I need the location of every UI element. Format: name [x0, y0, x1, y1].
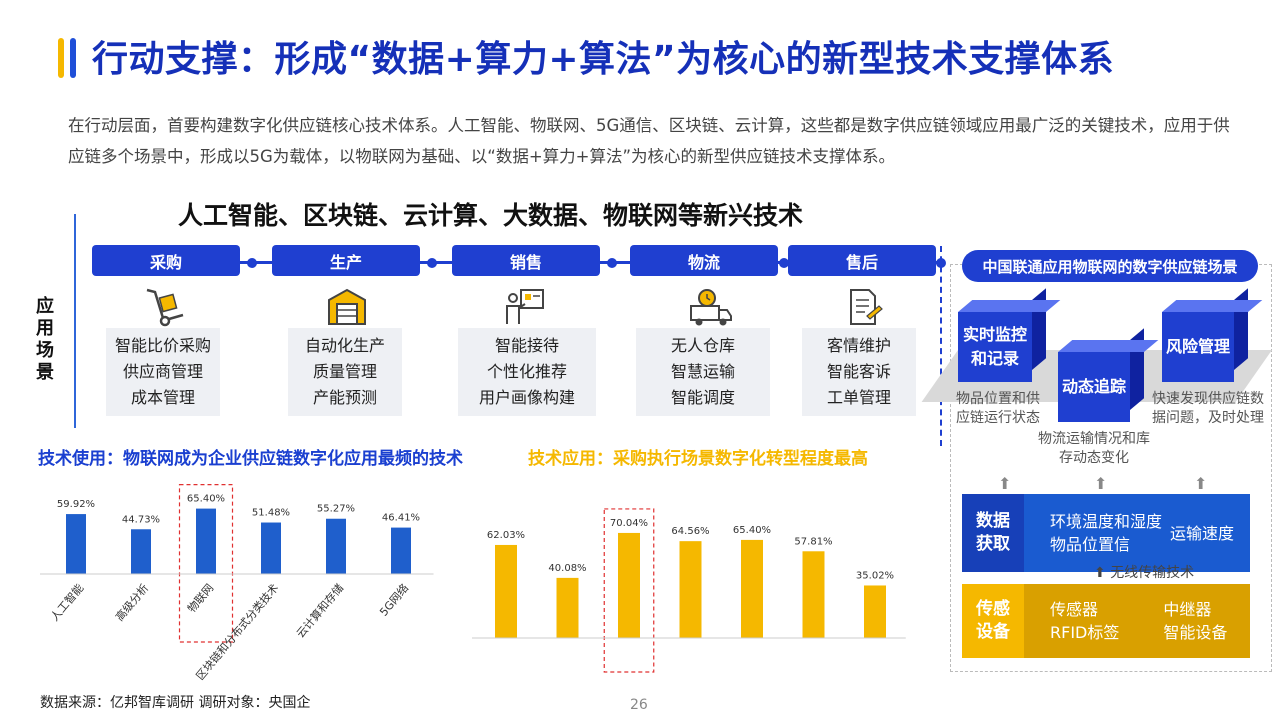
- chart-bar: [802, 551, 825, 638]
- tick-label: 高级分析: [112, 581, 151, 624]
- chart-bar: [131, 529, 151, 574]
- intro-paragraph: 在行动层面，首要构建数字化供应链核心技术体系。人工智能、物联网、5G通信、区块链…: [68, 116, 1230, 166]
- scenario-divider: [74, 214, 76, 428]
- chart-bar: [196, 508, 216, 574]
- cube-risk-top: [1162, 300, 1263, 312]
- chart-bar: [391, 527, 411, 574]
- cube-tracking-top: [1058, 340, 1159, 352]
- list-item: 智能接待: [494, 336, 559, 355]
- data-label: 57.81%: [794, 536, 832, 547]
- stage-procurement: 采购: [92, 245, 240, 276]
- chart-bar: [495, 544, 517, 638]
- list-item: 工单管理: [826, 388, 891, 407]
- cube-monitoring: 实时监控和记录: [958, 312, 1032, 382]
- tick-label: 物联网: [184, 581, 216, 615]
- scenario-side-label: 应用场景: [36, 296, 54, 383]
- arrow-up-icon: ⬆: [1094, 474, 1108, 493]
- stage-production: 生产: [272, 245, 420, 276]
- flow-dashed-connector: [940, 246, 942, 446]
- list-item: 无人仓库: [670, 336, 735, 355]
- tech-application-chart: 62.03%需求及计划40.08%寻源70.04%采购执行64.56%仓储物流6…: [472, 508, 906, 673]
- data-label: 40.08%: [548, 563, 586, 574]
- list-item: 客情维护: [826, 336, 891, 355]
- presenter-icon: [500, 284, 550, 330]
- data-label: 55.27%: [317, 504, 355, 515]
- cube-monitoring-top: [958, 300, 1061, 312]
- list-item: 智能调度: [670, 388, 735, 407]
- list-item: 自动化生产: [304, 336, 385, 355]
- data-label: 62.03%: [487, 530, 525, 541]
- caption-monitoring: 物品位置和供应链运行状态: [956, 391, 1040, 426]
- data-label: 64.56%: [671, 526, 709, 537]
- data-label: 65.40%: [187, 494, 225, 505]
- list-item: 质量管理: [312, 362, 377, 381]
- data-label: 70.04%: [610, 518, 648, 529]
- flow-dot: [607, 258, 617, 268]
- page-title: 行动支撑：形成“数据+算力+算法”为核心的新型技术支撑体系: [92, 39, 1115, 80]
- chart-right-title: 技术应用：采购执行场景数字化转型程度最高: [528, 449, 868, 469]
- stage-items-procurement: 智能比价采购 供应商管理 成本管理: [106, 328, 220, 416]
- data-label: 44.73%: [122, 514, 160, 525]
- flow-dot: [936, 258, 946, 268]
- caption-tracking: 物流运输情况和库存动态变化: [1038, 431, 1150, 466]
- tick-label: 人工智能: [47, 581, 86, 624]
- chart-bar: [679, 541, 702, 638]
- highlight-frame: [603, 508, 655, 673]
- list-item: 用户画像构建: [478, 388, 575, 407]
- chart-bar: [66, 514, 86, 574]
- chart-bar: [556, 577, 579, 638]
- list-item: 个性化推荐: [486, 362, 567, 381]
- tech-usage-chart: 59.92%人工智能44.73%高级分析65.40%物联网51.48%区块链和分…: [40, 483, 434, 683]
- data-label: 51.48%: [252, 508, 290, 519]
- flow-dot: [247, 258, 257, 268]
- flow-dot: [779, 258, 789, 268]
- flow-dot: [427, 258, 437, 268]
- arrow-up-icon: ⬆: [1094, 565, 1111, 581]
- caption-risk: 快速发现供应链数据问题，及时处理: [1152, 391, 1264, 426]
- delivery-truck-icon: [686, 284, 736, 330]
- list-item: 成本管理: [130, 388, 195, 407]
- stage-logistics: 物流: [630, 245, 778, 276]
- stage-sales: 销售: [452, 245, 600, 276]
- page-number: 26: [630, 697, 648, 713]
- list-item: 智慧运输: [670, 362, 735, 381]
- list-item: 产能预测: [312, 388, 377, 407]
- stage-items-production: 自动化生产 质量管理 产能预测: [288, 328, 402, 416]
- wireless-label: ⬆ 无线传输技术: [1094, 565, 1195, 581]
- hand-truck-icon: [140, 284, 190, 330]
- chart-bar: [261, 522, 281, 574]
- data-source: 数据来源：亿邦智库调研 调研对象：央国企: [40, 695, 311, 711]
- stage-items-sales: 智能接待 个性化推荐 用户画像构建: [458, 328, 596, 416]
- document-icon: [838, 284, 888, 330]
- data-label: 35.02%: [856, 570, 894, 581]
- list-item: 供应商管理: [122, 362, 203, 381]
- list-item: 智能客诉: [826, 362, 891, 381]
- chart-bar: [326, 518, 346, 574]
- tick-label: 5G网络: [376, 581, 411, 619]
- arrow-up-icon: ⬆: [998, 474, 1012, 493]
- title-accent-yellow: [58, 38, 64, 78]
- sensor-layer: 传感设备 传感器 RFID标签 中继器 智能设备: [962, 584, 1250, 658]
- arrow-up-icon: ⬆: [1194, 474, 1208, 493]
- chart-left-title: 技术使用：物联网成为企业供应链数字化应用最频的技术: [38, 449, 463, 469]
- data-label: 59.92%: [57, 499, 95, 510]
- data-acquisition-layer: 数据获取 环境温度和湿度 物品位置信 运输速度: [962, 494, 1250, 572]
- title-accent-blue: [70, 38, 76, 78]
- right-panel-title: 中国联通应用物联网的数字供应链场景: [962, 250, 1258, 282]
- data-label: 65.40%: [733, 525, 771, 536]
- list-item: 智能比价采购: [114, 336, 211, 355]
- stage-items-after-sales: 客情维护 智能客诉 工单管理: [802, 328, 916, 416]
- cube-tracking: 动态追踪: [1058, 352, 1130, 422]
- stage-after-sales: 售后: [788, 245, 936, 276]
- tick-label: 云计算和存储: [293, 581, 346, 641]
- chart-bar: [618, 532, 640, 638]
- cube-risk: 风险管理: [1162, 312, 1234, 382]
- warehouse-icon: [322, 284, 372, 330]
- stage-items-logistics: 无人仓库 智慧运输 智能调度: [636, 328, 770, 416]
- chart-bar: [864, 585, 886, 638]
- tech-subheading: 人工智能、区块链、云计算、大数据、物联网等新兴技术: [178, 201, 804, 230]
- data-label: 46.41%: [382, 513, 420, 524]
- chart-bar: [741, 539, 763, 638]
